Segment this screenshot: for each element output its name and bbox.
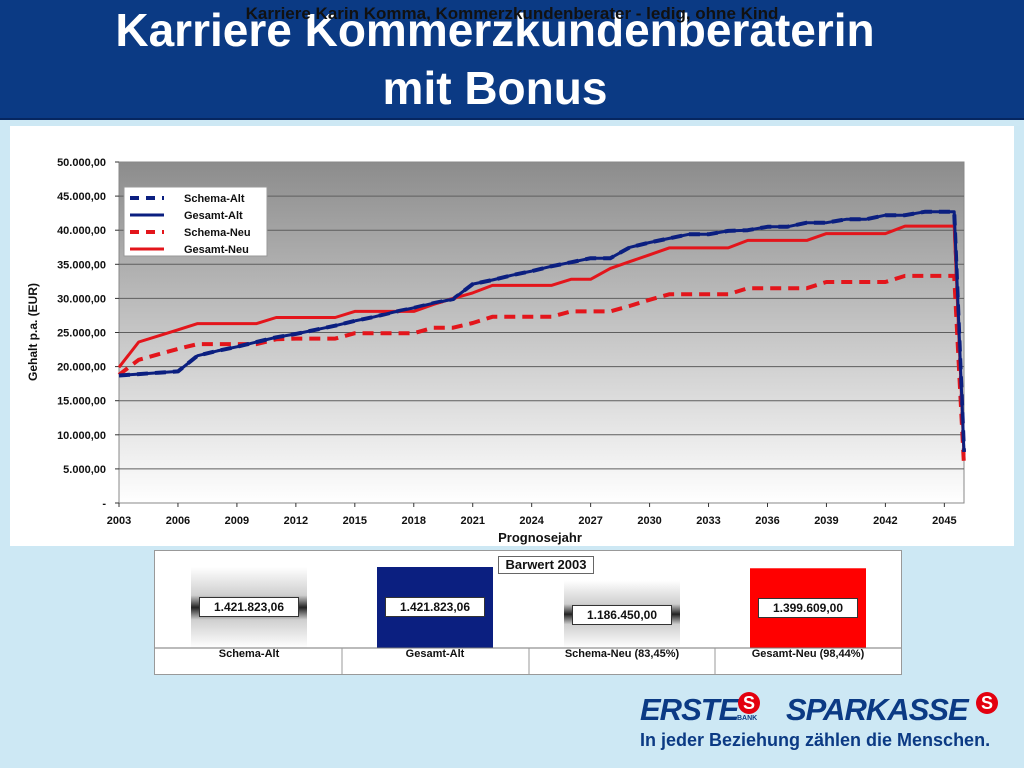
y-tick-label: 30.000,00 — [57, 293, 106, 305]
series-line-gesamt-neu — [117, 224, 966, 456]
bar-value-label: 1.399.609,00 — [758, 598, 858, 618]
bar-category-label: Schema-Neu (83,45%) — [564, 648, 680, 660]
slide-title-line-1: Karriere Kommerzkundenberaterin — [115, 4, 875, 56]
x-tick-label: 2012 — [284, 515, 308, 527]
y-tick-label: 25.000,00 — [57, 328, 106, 340]
legend-label: Schema-Neu — [184, 227, 251, 239]
x-axis-label: Prognosejahr — [498, 530, 582, 545]
sparkasse-logo-text: SPARKASSE — [786, 692, 969, 727]
y-tick-label: 45.000,00 — [57, 191, 106, 203]
sparkasse-s-icon: S — [738, 692, 760, 714]
x-tick-label: 2009 — [225, 515, 249, 527]
x-tick-label: 2015 — [343, 515, 367, 527]
bar-category-label: Gesamt-Neu (98,44%) — [751, 648, 865, 660]
y-tick-label: 20.000,00 — [57, 362, 106, 374]
legend-label: Gesamt-Neu — [184, 244, 249, 256]
sparkasse-s-icon: S — [976, 692, 998, 714]
series-line-schema-neu — [117, 273, 966, 466]
bank-logo-text: BANK — [737, 715, 758, 722]
slogan: In jeder Beziehung zählen die Menschen. — [640, 730, 991, 750]
y-tick-label: - — [102, 498, 106, 510]
x-tick-label: 2006 — [166, 515, 190, 527]
line-chart: - 5.000,00 10.000,00 15.000,00 20.000,00 25.0… — [26, 157, 966, 545]
bar-value-label: 1.421.823,06 — [385, 597, 485, 617]
x-tick-label: 2030 — [637, 515, 661, 527]
x-tick-label: 2018 — [402, 515, 426, 527]
x-tick-label: 2024 — [519, 515, 544, 527]
x-tick-label: 2033 — [696, 515, 720, 527]
x-tick-label: 2003 — [107, 515, 131, 527]
slide-title-line-2: mit Bonus — [382, 62, 608, 114]
x-tick-label: 2045 — [932, 515, 956, 527]
bar-value-label: 1.186.450,00 — [572, 605, 672, 625]
x-tick-label: 2039 — [814, 515, 838, 527]
y-tick-label: 10.000,00 — [57, 430, 106, 442]
erste-logo-text: ERSTE — [640, 692, 739, 727]
bar-value-label: 1.421.823,06 — [199, 597, 299, 617]
header-banner: Karriere Kommerzkundenberaterin mit Bonu… — [0, 0, 1024, 120]
y-tick-label: 35.000,00 — [57, 259, 106, 271]
bar-category-label: Schema-Alt — [218, 648, 280, 660]
y-axis-label: Gehalt p.a. (EUR) — [26, 283, 40, 381]
y-tick-label: 15.000,00 — [57, 396, 106, 408]
legend-label: Gesamt-Alt — [184, 210, 243, 222]
x-tick-label: 2027 — [578, 515, 602, 527]
x-tick-label: 2042 — [873, 515, 897, 527]
bar-category-label: Gesamt-Alt — [405, 648, 465, 660]
chart-title: Karriere Karin Komma, Kommerzkundenberat… — [245, 4, 779, 23]
legend-label: Schema-Alt — [184, 193, 245, 205]
series-line-gesamt-alt — [118, 210, 966, 452]
barwert-title: Barwert 2003 — [498, 556, 594, 574]
x-tick-label: 2021 — [460, 515, 484, 527]
x-tick-label: 2036 — [755, 515, 779, 527]
y-tick-label: 50.000,00 — [57, 157, 106, 169]
y-tick-label: 40.000,00 — [57, 225, 106, 237]
y-tick-label: 5.000,00 — [63, 464, 106, 476]
